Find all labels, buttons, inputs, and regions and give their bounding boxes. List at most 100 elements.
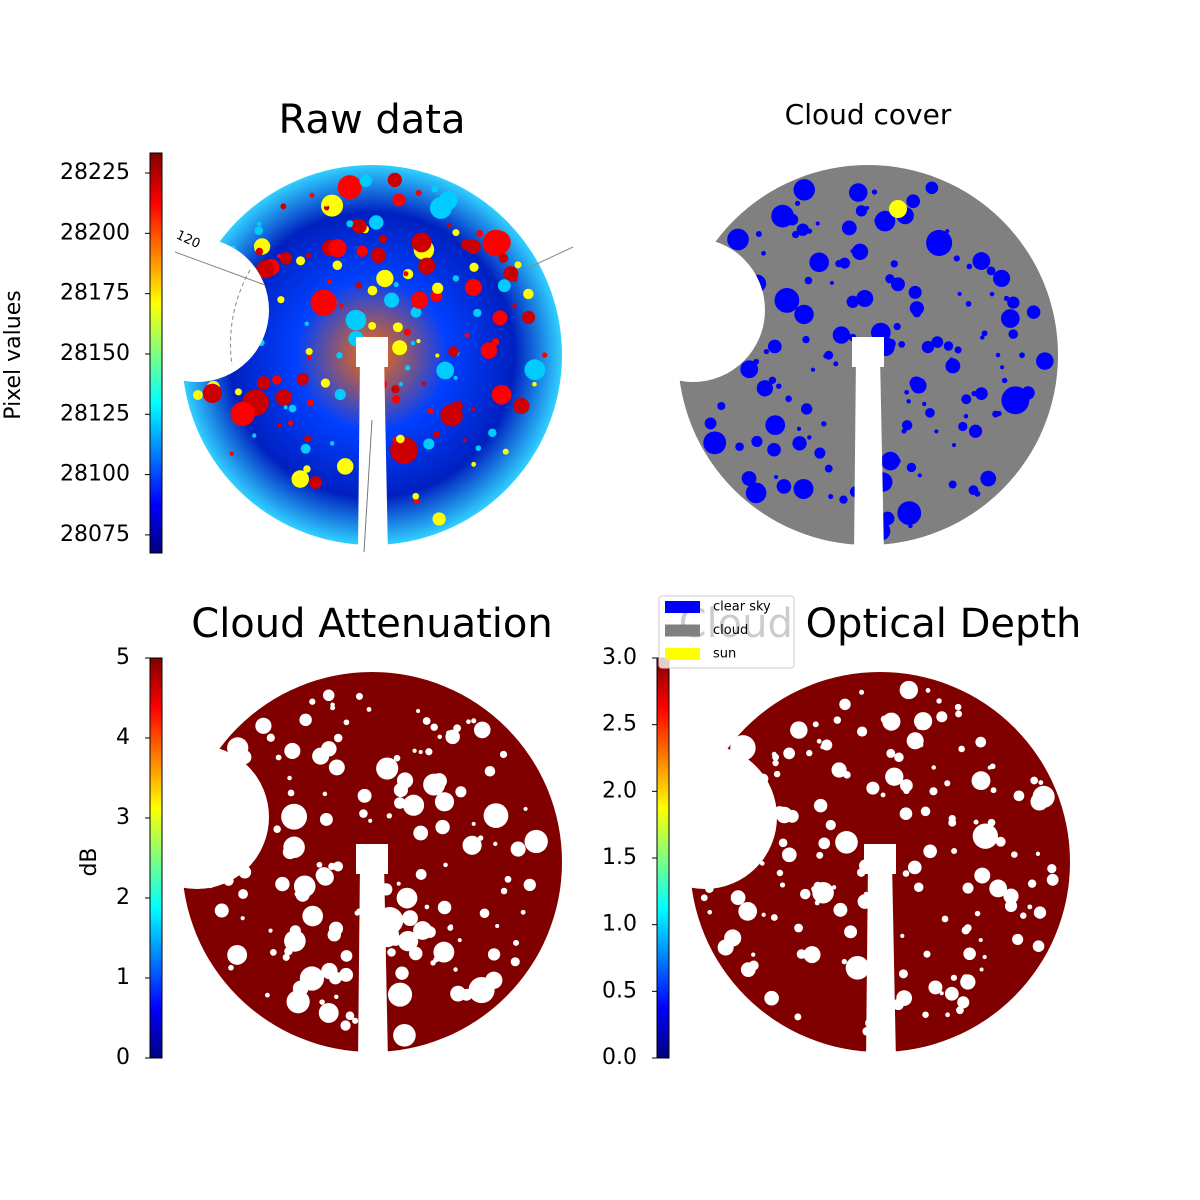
sky-blob bbox=[227, 945, 248, 965]
sky-blob bbox=[234, 388, 242, 396]
sky-blob bbox=[354, 910, 360, 916]
sky-blob bbox=[906, 732, 924, 750]
sky-blob bbox=[909, 376, 924, 391]
sky-blob bbox=[831, 885, 837, 890]
sky-blob bbox=[340, 1020, 351, 1031]
sky-blob bbox=[366, 707, 372, 712]
sky-blob bbox=[965, 300, 972, 307]
sky-blob bbox=[202, 383, 222, 404]
sky-blob bbox=[803, 946, 821, 964]
sky-blob bbox=[453, 375, 458, 380]
sky-blob bbox=[810, 367, 816, 372]
sky-blob bbox=[1019, 352, 1025, 359]
panel-title: Cloud cover bbox=[785, 98, 952, 131]
sky-blob bbox=[931, 765, 936, 770]
sky-blob bbox=[228, 964, 234, 971]
sky-blob bbox=[909, 301, 924, 316]
sky-blob bbox=[410, 306, 422, 318]
sky-blob bbox=[954, 703, 962, 711]
sky-blob bbox=[981, 829, 997, 845]
sky-blob bbox=[796, 949, 807, 959]
colorbar-tick-label: 1.0 bbox=[602, 912, 637, 937]
sky-blob bbox=[773, 474, 779, 480]
colorbar-tick-label: 1 bbox=[116, 965, 130, 990]
panel: Cloud cover bbox=[621, 98, 1058, 555]
sky-blob bbox=[287, 420, 294, 426]
sky-blob bbox=[995, 836, 1006, 847]
colorbar-tick-label: 28150 bbox=[60, 341, 130, 366]
sky-blob bbox=[738, 901, 758, 921]
sky-blob bbox=[761, 912, 766, 917]
sky-blob bbox=[355, 692, 363, 700]
sky-blob bbox=[280, 203, 287, 210]
sky-blob bbox=[504, 875, 512, 883]
sky-blob bbox=[432, 282, 444, 294]
sky-blob bbox=[957, 996, 970, 1009]
sky-blob bbox=[907, 860, 922, 875]
sky-blob bbox=[1001, 386, 1030, 415]
sky-blob bbox=[824, 464, 833, 473]
sky-blob bbox=[482, 229, 510, 257]
sky-blob bbox=[741, 471, 757, 486]
sky-blob bbox=[922, 401, 927, 407]
sky-blob bbox=[436, 361, 455, 380]
sky-blob bbox=[309, 192, 315, 198]
sky-blob bbox=[804, 190, 809, 196]
sky-blob bbox=[794, 200, 801, 206]
sky-blob bbox=[948, 818, 957, 827]
sky-blob bbox=[499, 750, 508, 759]
sky-blob bbox=[839, 257, 851, 269]
sky-blob bbox=[396, 887, 418, 909]
sky-blob bbox=[483, 803, 509, 828]
sky-blob bbox=[238, 889, 248, 899]
horizon-mask bbox=[125, 745, 269, 889]
colorbar-label: dB bbox=[77, 847, 102, 876]
sky-blob bbox=[926, 229, 953, 256]
sky-blob bbox=[386, 813, 393, 819]
sky-blob bbox=[881, 451, 900, 471]
sky-blob bbox=[392, 322, 403, 333]
sky-blob bbox=[529, 844, 536, 850]
sky-blob bbox=[466, 719, 471, 725]
sky-blob bbox=[299, 713, 312, 727]
sky-blob bbox=[763, 348, 769, 355]
sky-blob bbox=[332, 260, 343, 271]
sky-blob bbox=[771, 204, 794, 228]
sky-blob bbox=[252, 433, 257, 438]
sky-blob bbox=[523, 288, 534, 300]
sky-blob bbox=[471, 406, 476, 412]
sky-blob bbox=[1000, 365, 1005, 370]
sky-image bbox=[621, 165, 1058, 555]
sky-blob bbox=[240, 916, 245, 921]
sky-blob bbox=[772, 759, 779, 767]
sky-blob bbox=[814, 447, 826, 459]
sky-blob bbox=[833, 361, 839, 367]
sky-blob bbox=[871, 189, 878, 195]
sky-blob bbox=[851, 243, 869, 260]
sky-blob bbox=[941, 915, 949, 923]
sky-blob bbox=[1032, 785, 1055, 808]
legend-label: cloud bbox=[713, 623, 748, 638]
sky-blob bbox=[433, 941, 455, 963]
sky-blob bbox=[898, 341, 906, 348]
sky-blob bbox=[902, 870, 910, 877]
sky-blob bbox=[975, 736, 987, 748]
sky-blob bbox=[956, 1006, 964, 1015]
sky-blob bbox=[882, 712, 901, 731]
sky-blob bbox=[978, 937, 983, 943]
sky-blob bbox=[453, 967, 458, 972]
sky-blob bbox=[471, 461, 477, 467]
sky-blob bbox=[943, 341, 954, 351]
sky-blob bbox=[809, 252, 829, 273]
sky-blob bbox=[435, 819, 450, 835]
sky-blob bbox=[717, 939, 734, 956]
sky-blob bbox=[975, 387, 988, 400]
sky-blob bbox=[856, 289, 874, 307]
sky-blob bbox=[395, 966, 409, 980]
sky-blob bbox=[995, 352, 1001, 358]
sky-blob bbox=[700, 894, 708, 902]
sky-blob bbox=[457, 938, 462, 943]
sky-blob bbox=[391, 385, 400, 394]
sky-blob bbox=[839, 698, 851, 711]
